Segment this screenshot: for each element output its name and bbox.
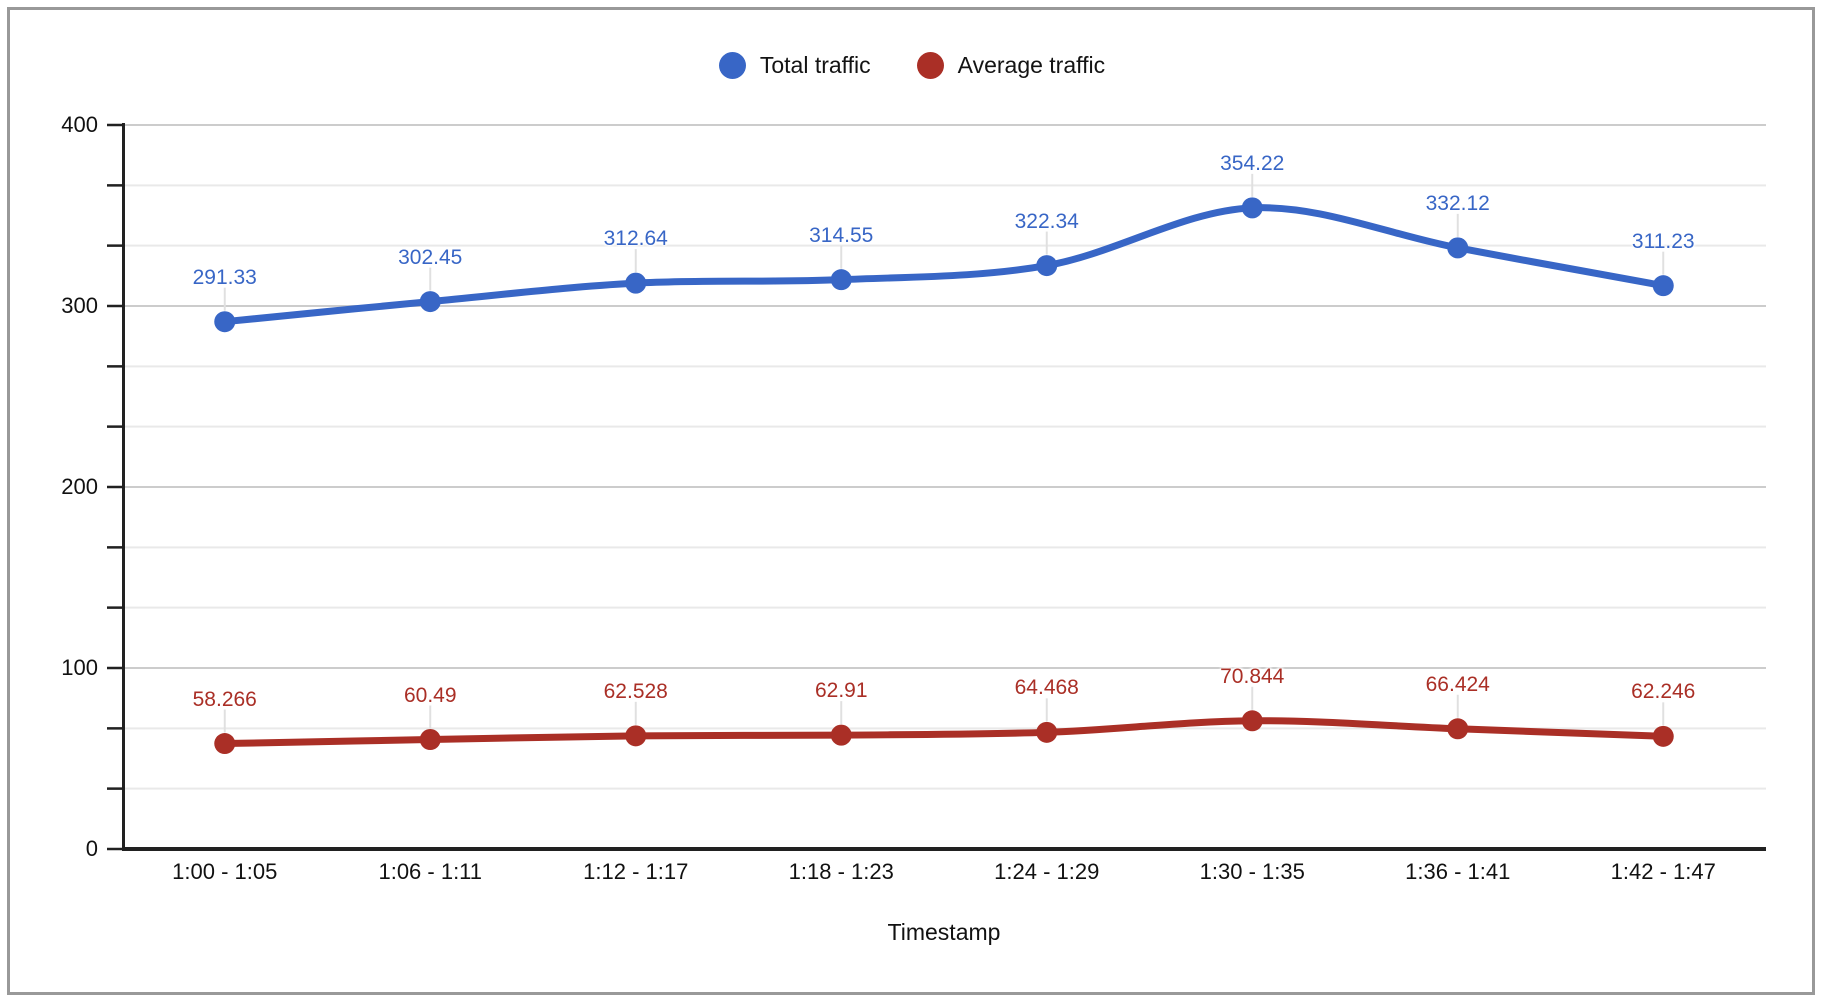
x-axis-label-3: 1:18 - 1:23 bbox=[788, 859, 894, 884]
data-label-average-traffic-5: 70.844 bbox=[1220, 664, 1285, 688]
data-point-average-traffic-1[interactable] bbox=[419, 729, 441, 751]
data-point-total-traffic-2[interactable] bbox=[625, 272, 647, 294]
data-point-average-traffic-5[interactable] bbox=[1241, 710, 1263, 732]
data-point-total-traffic-1[interactable] bbox=[419, 291, 441, 313]
y-axis-label-400: 400 bbox=[61, 112, 98, 137]
data-label-average-traffic-4: 64.468 bbox=[1014, 676, 1079, 700]
data-label-average-traffic-7: 62.246 bbox=[1631, 680, 1696, 704]
data-label-total-traffic-5: 354.22 bbox=[1220, 151, 1285, 175]
data-point-total-traffic-7[interactable] bbox=[1652, 275, 1674, 297]
x-axis-label-0: 1:00 - 1:05 bbox=[172, 859, 278, 884]
data-label-average-traffic-6: 66.424 bbox=[1425, 672, 1490, 696]
data-point-total-traffic-0[interactable] bbox=[214, 311, 236, 333]
series-line-total-traffic bbox=[221, 204, 1667, 326]
legend-label: Total traffic bbox=[759, 52, 871, 78]
data-label-total-traffic-6: 332.12 bbox=[1425, 191, 1490, 215]
data-point-average-traffic-7[interactable] bbox=[1652, 725, 1674, 747]
data-point-total-traffic-5[interactable] bbox=[1241, 197, 1263, 219]
legend-dot-average-traffic bbox=[916, 52, 944, 79]
data-label-total-traffic-3: 314.55 bbox=[809, 223, 874, 247]
data-point-total-traffic-4[interactable] bbox=[1036, 255, 1058, 277]
data-label-total-traffic-1: 302.45 bbox=[398, 245, 463, 269]
data-point-total-traffic-3[interactable] bbox=[830, 269, 852, 291]
legend-dot-total-traffic bbox=[718, 52, 746, 79]
data-point-average-traffic-2[interactable] bbox=[625, 725, 647, 747]
data-point-average-traffic-6[interactable] bbox=[1447, 718, 1469, 740]
data-label-average-traffic-2: 62.528 bbox=[603, 679, 668, 703]
data-label-total-traffic-2: 312.64 bbox=[603, 227, 668, 251]
series-line-average-traffic bbox=[221, 717, 1667, 748]
x-axis-label-7: 1:42 - 1:47 bbox=[1610, 859, 1716, 884]
data-label-average-traffic-0: 58.266 bbox=[192, 687, 257, 711]
data-label-total-traffic-4: 322.34 bbox=[1014, 209, 1079, 233]
x-axis-label-6: 1:36 - 1:41 bbox=[1405, 859, 1511, 884]
data-label-average-traffic-3: 62.91 bbox=[814, 679, 868, 703]
y-axis-label-0: 0 bbox=[85, 836, 98, 861]
chart-border bbox=[7, 7, 1815, 995]
data-label-total-traffic-0: 291.33 bbox=[192, 265, 257, 289]
y-axis-label-300: 300 bbox=[61, 293, 98, 318]
data-point-total-traffic-6[interactable] bbox=[1447, 237, 1469, 259]
legend: Total traffic Average traffic bbox=[0, 52, 1824, 79]
data-point-average-traffic-3[interactable] bbox=[830, 724, 852, 746]
x-axis-label-1: 1:06 - 1:11 bbox=[378, 859, 483, 884]
legend-item-total-traffic[interactable]: Total traffic bbox=[718, 52, 871, 79]
x-axis-label-4: 1:24 - 1:29 bbox=[994, 859, 1100, 884]
legend-label: Average traffic bbox=[957, 52, 1106, 78]
x-axis-label-2: 1:12 - 1:17 bbox=[583, 859, 689, 884]
legend-item-average-traffic[interactable]: Average traffic bbox=[916, 52, 1106, 79]
x-axis-label-5: 1:30 - 1:35 bbox=[1199, 859, 1305, 884]
data-point-average-traffic-0[interactable] bbox=[214, 733, 236, 755]
y-axis-label-100: 100 bbox=[61, 655, 98, 680]
data-label-average-traffic-1: 60.49 bbox=[403, 683, 457, 707]
data-point-average-traffic-4[interactable] bbox=[1036, 721, 1058, 743]
data-label-total-traffic-7: 311.23 bbox=[1631, 229, 1695, 253]
x-axis-title: Timestamp bbox=[887, 919, 1001, 945]
y-axis-label-200: 200 bbox=[61, 474, 98, 499]
